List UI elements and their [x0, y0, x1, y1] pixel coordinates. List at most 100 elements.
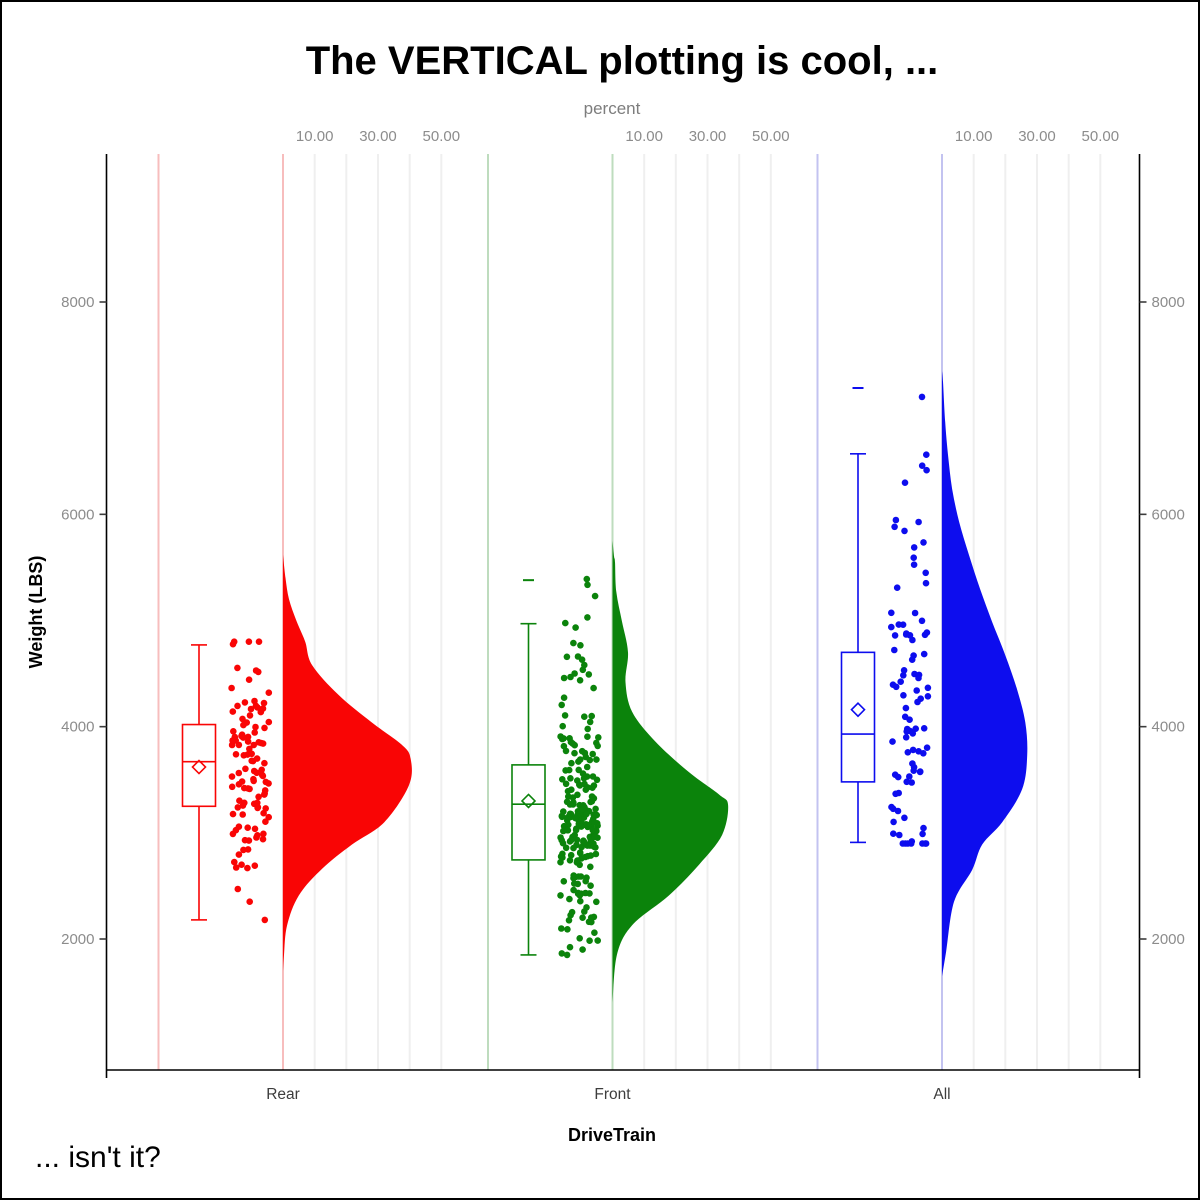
point-all	[903, 778, 910, 786]
point-front	[571, 880, 578, 887]
footnote: ... isn't it?	[35, 1141, 161, 1174]
point-front	[558, 701, 565, 709]
point-all	[910, 561, 918, 568]
point-front	[581, 713, 588, 720]
point-front	[587, 863, 594, 871]
point-front	[586, 718, 594, 726]
point-all	[918, 393, 926, 401]
point-front	[567, 673, 574, 681]
y-tick-label-right-6000: 6000	[1152, 506, 1185, 523]
point-rear	[260, 699, 268, 707]
point-rear	[259, 705, 267, 712]
point-front	[581, 838, 588, 846]
point-front	[560, 878, 568, 885]
point-front	[589, 750, 596, 758]
point-front	[569, 794, 577, 801]
point-rear	[239, 734, 247, 741]
point-all	[896, 831, 903, 839]
point-front	[582, 786, 590, 793]
mean-diamond-rear	[191, 759, 207, 775]
point-front	[575, 766, 582, 774]
point-rear	[234, 664, 241, 672]
point-all	[915, 674, 922, 682]
point-all	[918, 617, 926, 625]
jitter-all	[888, 393, 932, 847]
jitter-rear	[228, 638, 273, 924]
point-front	[562, 844, 570, 852]
point-all	[907, 840, 915, 847]
point-front	[590, 843, 598, 850]
point-rear	[232, 864, 240, 871]
point-front	[567, 851, 575, 859]
point-front	[592, 850, 600, 858]
point-front	[588, 914, 595, 921]
point-rear	[259, 772, 267, 780]
point-front	[557, 858, 564, 866]
point-rear	[228, 783, 236, 791]
point-front	[591, 929, 598, 936]
point-rear	[229, 737, 236, 744]
point-all	[900, 672, 907, 679]
point-front	[584, 733, 591, 740]
point-front	[563, 653, 571, 661]
point-all	[915, 518, 922, 526]
point-rear	[251, 862, 259, 869]
point-all	[889, 681, 897, 688]
point-front	[564, 787, 572, 795]
point-all	[888, 803, 895, 811]
point-rear	[244, 733, 252, 741]
point-rear	[235, 769, 243, 777]
point-rear	[254, 803, 262, 811]
point-front	[586, 937, 593, 944]
point-all	[920, 750, 927, 757]
point-rear	[244, 738, 252, 745]
point-front	[570, 639, 577, 647]
category-label-front: Front	[594, 1086, 631, 1103]
point-all	[901, 527, 908, 535]
percent-tick-front-30: 30.00	[689, 128, 727, 145]
point-all	[920, 539, 927, 546]
point-front	[594, 937, 601, 944]
point-rear	[265, 718, 273, 726]
point-all	[891, 646, 898, 654]
point-front	[589, 773, 597, 780]
point-all	[900, 667, 908, 674]
point-front	[581, 908, 588, 915]
point-rear	[259, 835, 267, 843]
point-rear	[229, 708, 237, 715]
point-front	[588, 712, 595, 720]
point-rear	[265, 780, 272, 787]
point-rear	[251, 825, 259, 833]
point-rear	[246, 745, 253, 753]
point-rear	[241, 784, 248, 792]
point-rear	[234, 702, 241, 710]
point-rear	[261, 759, 268, 767]
point-all	[918, 462, 926, 470]
point-all	[920, 824, 927, 832]
point-rear	[254, 832, 261, 839]
point-rear	[258, 766, 266, 774]
point-front	[581, 661, 588, 669]
point-front	[563, 951, 571, 959]
box-rear	[181, 723, 217, 808]
point-front	[584, 581, 591, 589]
y-tick-label-left-8000: 8000	[61, 294, 94, 311]
point-front	[582, 889, 589, 897]
point-front	[579, 946, 586, 953]
point-rear	[265, 813, 273, 821]
point-front	[588, 798, 596, 805]
point-all	[888, 609, 895, 617]
y-tick-label-left-2000: 2000	[61, 931, 94, 948]
point-front	[576, 892, 584, 899]
point-rear	[261, 916, 269, 924]
point-rear	[259, 740, 267, 747]
point-front	[557, 834, 564, 841]
point-rear	[265, 689, 273, 696]
point-all	[891, 523, 898, 531]
point-all	[911, 609, 919, 617]
point-all	[903, 725, 911, 733]
point-front	[572, 814, 579, 822]
tick-labels-layer: 10.00 30.00 50.00 Rear 10.00 30.00 50.00 Front 1…	[61, 128, 1185, 1103]
point-front	[576, 935, 583, 942]
